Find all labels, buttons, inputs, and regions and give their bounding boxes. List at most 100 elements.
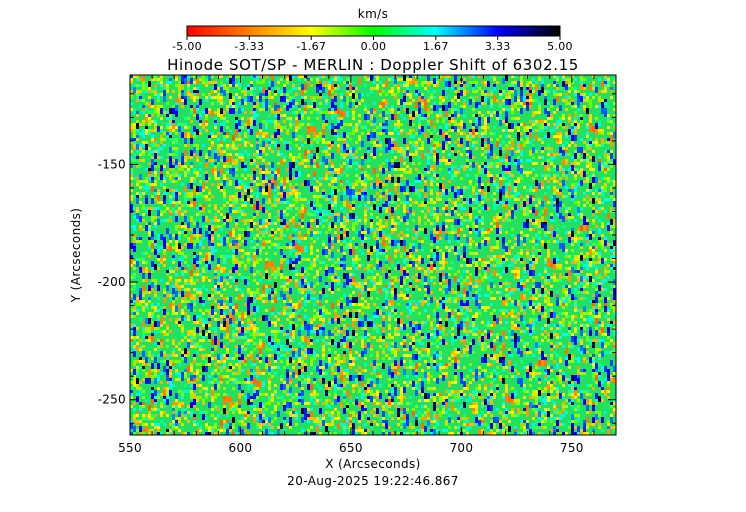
doppler-pixel [349,147,352,150]
doppler-pixel [256,75,259,78]
doppler-pixel [181,225,184,228]
doppler-pixel [574,189,577,192]
doppler-pixel [604,78,607,81]
doppler-pixel [490,255,493,258]
doppler-pixel [322,219,325,222]
doppler-pixel [178,252,181,255]
doppler-pixel [574,135,577,141]
doppler-pixel [559,120,562,123]
doppler-pixel [250,75,253,78]
doppler-pixel [460,195,463,198]
doppler-pixel [139,192,142,195]
doppler-pixel [364,189,367,192]
doppler-pixel [379,105,382,108]
doppler-pixel [565,216,568,219]
doppler-pixel [319,216,322,219]
doppler-pixel [559,132,562,135]
doppler-pixel [424,270,427,273]
doppler-pixel [184,126,187,129]
doppler-pixel [364,153,367,159]
doppler-pixel [352,264,355,267]
doppler-pixel [412,153,415,156]
doppler-pixel [268,240,271,243]
doppler-pixel [244,87,247,90]
doppler-pixel [169,267,172,270]
doppler-pixel [487,276,490,279]
doppler-pixel [220,150,223,153]
doppler-pixel [283,219,286,225]
doppler-pixel [547,84,550,87]
doppler-pixel [604,162,607,165]
doppler-pixel [289,192,292,195]
doppler-pixel [325,255,328,258]
doppler-pixel [511,234,514,237]
doppler-pixel [406,87,409,90]
doppler-pixel [286,207,289,210]
doppler-pixel [379,279,382,282]
doppler-pixel [442,120,445,123]
doppler-pixel [160,213,163,216]
doppler-pixel [196,261,199,264]
doppler-pixel [328,267,331,273]
doppler-pixel [139,195,142,198]
doppler-pixel [601,90,604,93]
doppler-pixel [505,213,508,216]
doppler-pixel [364,171,367,174]
doppler-pixel [601,246,604,249]
doppler-pixel [550,162,553,165]
doppler-pixel [493,78,496,81]
doppler-pixel [256,222,259,225]
doppler-pixel [316,96,319,99]
doppler-map [130,75,616,435]
doppler-pixel [421,258,424,264]
doppler-pixel [562,246,565,252]
doppler-pixel [226,105,229,108]
doppler-pixel [214,219,217,222]
doppler-pixel [235,225,238,228]
doppler-pixel [337,138,340,141]
doppler-pixel [316,249,319,252]
doppler-pixel [433,267,436,270]
doppler-pixel [592,96,595,99]
doppler-pixel [511,138,514,141]
doppler-pixel [607,84,610,87]
doppler-pixel [577,201,580,204]
doppler-pixel [427,267,430,270]
doppler-pixel [562,144,565,147]
doppler-pixel [385,129,388,135]
doppler-pixel [193,126,196,132]
doppler-pixel [475,225,478,228]
doppler-pixel [136,219,139,222]
doppler-pixel [559,135,562,138]
doppler-pixel [142,120,145,123]
doppler-pixel [574,111,577,114]
doppler-pixel [385,120,388,126]
doppler-pixel [475,183,478,186]
doppler-pixel [391,276,394,279]
doppler-pixel [412,141,415,144]
doppler-pixel [142,180,145,183]
doppler-pixel [358,177,361,180]
doppler-pixel [490,195,493,198]
doppler-pixel [505,111,508,117]
doppler-pixel [223,195,226,198]
doppler-pixel [172,129,175,132]
doppler-pixel [502,201,505,204]
doppler-pixel [265,273,268,279]
doppler-pixel [148,234,151,237]
doppler-pixel [553,153,556,156]
doppler-pixel [457,171,460,174]
doppler-pixel [409,102,412,105]
doppler-pixel [556,228,559,231]
doppler-pixel [205,276,208,279]
doppler-pixel [562,195,565,198]
doppler-pixel [394,186,397,192]
doppler-pixel [604,258,607,261]
doppler-pixel [526,201,529,204]
doppler-pixel [535,120,538,123]
doppler-pixel [511,258,514,261]
doppler-pixel [559,243,562,249]
doppler-pixel [535,162,538,165]
doppler-pixel [379,252,382,255]
doppler-pixel [565,99,568,102]
